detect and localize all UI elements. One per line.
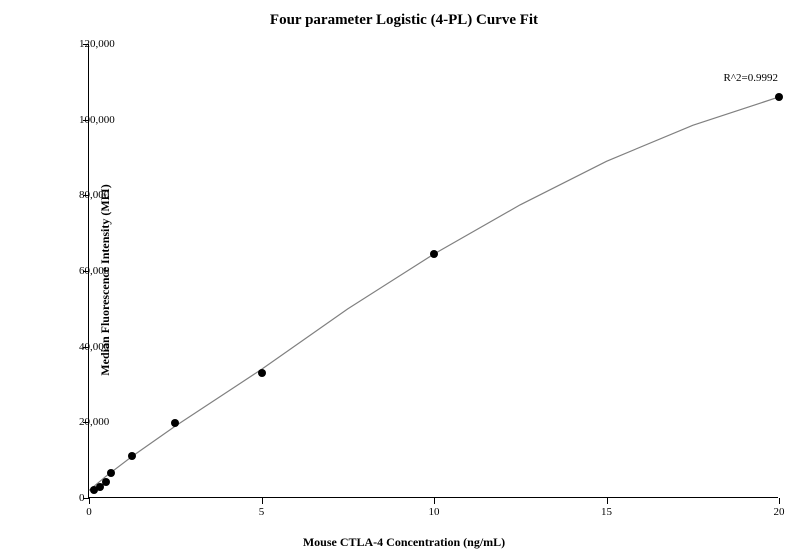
x-tick-mark — [262, 498, 263, 504]
data-point — [171, 419, 179, 427]
x-tick-mark — [89, 498, 90, 504]
x-tick-label: 0 — [86, 506, 92, 518]
x-tick-label: 15 — [601, 506, 612, 518]
x-tick-label: 5 — [259, 506, 265, 518]
data-point — [102, 478, 110, 486]
data-point — [775, 93, 783, 101]
data-point — [258, 369, 266, 377]
r-squared-annotation: R^2=0.9992 — [724, 72, 778, 84]
x-tick-label: 20 — [774, 506, 785, 518]
fitted-curve — [89, 44, 779, 498]
data-point — [430, 250, 438, 258]
data-point — [128, 452, 136, 460]
data-point — [107, 469, 115, 477]
x-tick-label: 10 — [429, 506, 440, 518]
x-axis-label: Mouse CTLA-4 Concentration (ng/mL) — [0, 535, 808, 550]
chart-title: Four parameter Logistic (4-PL) Curve Fit — [0, 12, 808, 29]
x-tick-mark — [779, 498, 780, 504]
chart-container: Four parameter Logistic (4-PL) Curve Fit… — [0, 0, 808, 560]
plot-area: 020,00040,00060,00080,000100,000120,0000… — [88, 44, 778, 498]
x-tick-mark — [607, 498, 608, 504]
curve-path — [89, 97, 779, 490]
x-tick-mark — [434, 498, 435, 504]
